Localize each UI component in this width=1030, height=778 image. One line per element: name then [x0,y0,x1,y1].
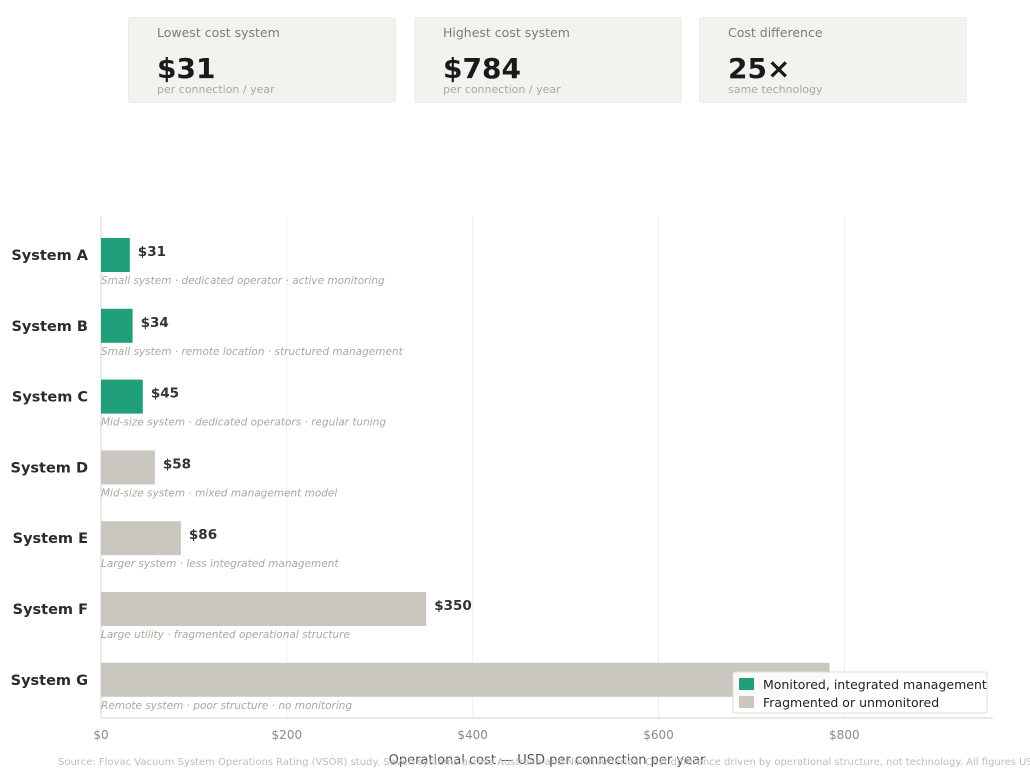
legend-label: Monitored, integrated management [763,677,987,692]
stat-card-value: $784 [443,52,521,85]
bar [101,238,130,272]
bar [101,521,181,556]
source-note: Source: Flovac Vacuum System Operations … [58,757,1030,768]
stat-card-value: $31 [157,52,216,85]
legend-swatch [739,696,754,708]
value-label: $58 [163,456,191,472]
stat-card-label: Cost difference [728,25,823,40]
x-tick-label: $600 [643,728,674,742]
bar-description: Small system · remote location · structu… [101,346,404,358]
value-label: $86 [189,527,217,543]
category-label: System E [13,531,88,547]
stat-card-sub: same technology [728,83,823,96]
bar-description: Larger system · less integrated manageme… [101,558,339,570]
bar [101,592,427,626]
category-label: System D [11,460,88,476]
legend-swatch [739,678,754,690]
value-label: $34 [141,315,169,331]
x-axis-title: Operational cost — USD per connection pe… [389,753,706,768]
bar [101,379,143,414]
legend-box [732,671,988,714]
stat-card-label: Highest cost system [443,25,570,40]
bar-description: Small system · dedicated operator · acti… [101,275,385,287]
stat-card-sub: per connection / year [157,83,275,96]
value-label: $31 [138,244,166,260]
legend-label: Fragmented or unmonitored [763,695,939,710]
stat-card-highest: Highest cost system $784 per connection … [414,17,682,103]
bar [101,450,155,485]
category-label: System G [11,673,88,689]
x-tick-label: $400 [457,728,488,742]
category-label: System F [13,602,88,618]
category-label: System C [12,390,88,406]
x-tick-label: $200 [272,728,303,742]
stat-card-sub: per connection / year [443,83,561,96]
x-tick-label: $0 [93,728,108,742]
category-label: System A [11,248,88,264]
stat-card-label: Lowest cost system [157,25,280,40]
value-label: $45 [151,386,179,402]
bar-description: Large utility · fragmented operational s… [101,629,350,641]
stat-card-lowest: Lowest cost system $31 per connection / … [128,17,396,103]
x-tick-label: $800 [829,728,860,742]
category-label: System B [11,319,88,335]
bar [101,662,830,697]
bar [101,308,133,343]
stat-card-difference: Cost difference 25× same technology [699,17,967,103]
value-label: $350 [434,598,472,614]
stat-card-value: 25× [728,52,791,85]
bar-description: Remote system · poor structure · no moni… [101,700,352,712]
bar-description: Mid-size system · dedicated operators · … [101,417,386,429]
bar-description: Mid-size system · mixed management model [101,487,337,499]
